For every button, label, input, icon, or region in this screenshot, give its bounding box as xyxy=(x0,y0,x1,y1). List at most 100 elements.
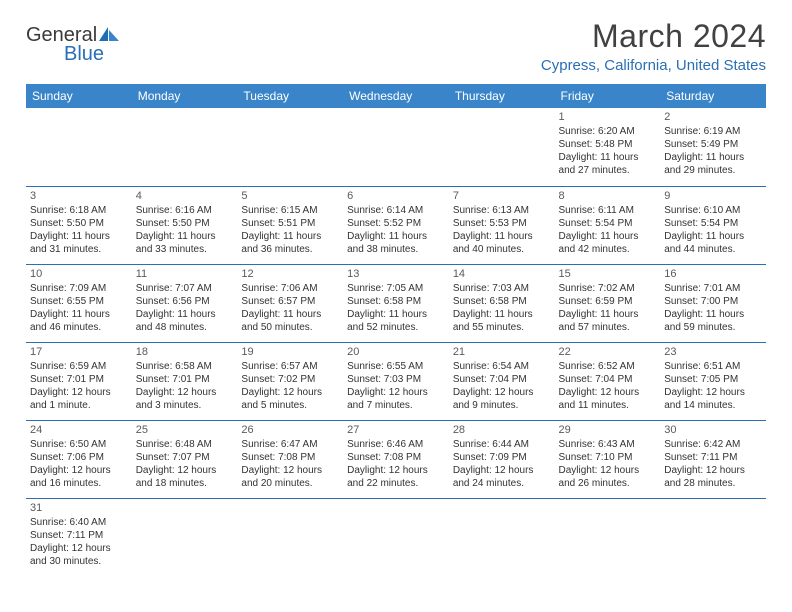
sunset-text: Sunset: 7:08 PM xyxy=(347,451,445,464)
calendar-cell: 17Sunrise: 6:59 AMSunset: 7:01 PMDayligh… xyxy=(26,342,132,420)
sunset-text: Sunset: 6:56 PM xyxy=(136,295,234,308)
calendar-cell: 22Sunrise: 6:52 AMSunset: 7:04 PMDayligh… xyxy=(555,342,661,420)
sunrise-text: Sunrise: 6:50 AM xyxy=(30,438,128,451)
sunset-text: Sunset: 6:59 PM xyxy=(559,295,657,308)
daylight-text: Daylight: 11 hours xyxy=(453,230,551,243)
daylight-text: and 5 minutes. xyxy=(241,399,339,412)
calendar-cell-empty xyxy=(343,498,449,576)
sunset-text: Sunset: 7:09 PM xyxy=(453,451,551,464)
day-number: 17 xyxy=(30,345,128,359)
daylight-text: and 16 minutes. xyxy=(30,477,128,490)
daylight-text: Daylight: 11 hours xyxy=(559,308,657,321)
sunset-text: Sunset: 5:49 PM xyxy=(664,138,762,151)
daylight-text: and 7 minutes. xyxy=(347,399,445,412)
daylight-text: Daylight: 11 hours xyxy=(559,230,657,243)
day-number: 21 xyxy=(453,345,551,359)
sunset-text: Sunset: 7:10 PM xyxy=(559,451,657,464)
sunset-text: Sunset: 5:53 PM xyxy=(453,217,551,230)
daylight-text: Daylight: 11 hours xyxy=(453,308,551,321)
sunrise-text: Sunrise: 7:09 AM xyxy=(30,282,128,295)
sunset-text: Sunset: 5:54 PM xyxy=(664,217,762,230)
calendar-cell: 29Sunrise: 6:43 AMSunset: 7:10 PMDayligh… xyxy=(555,420,661,498)
sunset-text: Sunset: 5:51 PM xyxy=(241,217,339,230)
calendar-cell-empty xyxy=(237,498,343,576)
sunset-text: Sunset: 7:07 PM xyxy=(136,451,234,464)
sunset-text: Sunset: 5:50 PM xyxy=(30,217,128,230)
sunrise-text: Sunrise: 6:46 AM xyxy=(347,438,445,451)
day-number: 18 xyxy=(136,345,234,359)
calendar-row: 24Sunrise: 6:50 AMSunset: 7:06 PMDayligh… xyxy=(26,420,766,498)
sunset-text: Sunset: 7:04 PM xyxy=(453,373,551,386)
sunrise-text: Sunrise: 7:07 AM xyxy=(136,282,234,295)
calendar-cell-empty xyxy=(449,498,555,576)
day-number: 9 xyxy=(664,189,762,203)
sunrise-text: Sunrise: 6:43 AM xyxy=(559,438,657,451)
sunrise-text: Sunrise: 6:18 AM xyxy=(30,204,128,217)
day-number: 25 xyxy=(136,423,234,437)
daylight-text: Daylight: 12 hours xyxy=(347,386,445,399)
calendar-cell: 6Sunrise: 6:14 AMSunset: 5:52 PMDaylight… xyxy=(343,186,449,264)
day-header: Friday xyxy=(555,84,661,108)
sunrise-text: Sunrise: 6:57 AM xyxy=(241,360,339,373)
calendar-cell-empty xyxy=(237,108,343,186)
day-number: 28 xyxy=(453,423,551,437)
calendar-cell: 23Sunrise: 6:51 AMSunset: 7:05 PMDayligh… xyxy=(660,342,766,420)
sunrise-text: Sunrise: 6:51 AM xyxy=(664,360,762,373)
day-number: 5 xyxy=(241,189,339,203)
daylight-text: and 50 minutes. xyxy=(241,321,339,334)
daylight-text: and 30 minutes. xyxy=(30,555,128,568)
sunset-text: Sunset: 6:55 PM xyxy=(30,295,128,308)
daylight-text: and 52 minutes. xyxy=(347,321,445,334)
daylight-text: Daylight: 11 hours xyxy=(347,308,445,321)
daylight-text: Daylight: 11 hours xyxy=(664,230,762,243)
sunrise-text: Sunrise: 6:44 AM xyxy=(453,438,551,451)
daylight-text: and 28 minutes. xyxy=(664,477,762,490)
day-number: 24 xyxy=(30,423,128,437)
daylight-text: and 9 minutes. xyxy=(453,399,551,412)
calendar-cell: 31Sunrise: 6:40 AMSunset: 7:11 PMDayligh… xyxy=(26,498,132,576)
day-number: 3 xyxy=(30,189,128,203)
daylight-text: Daylight: 12 hours xyxy=(30,542,128,555)
daylight-text: Daylight: 12 hours xyxy=(347,464,445,477)
daylight-text: and 57 minutes. xyxy=(559,321,657,334)
daylight-text: and 29 minutes. xyxy=(664,164,762,177)
day-number: 4 xyxy=(136,189,234,203)
daylight-text: Daylight: 11 hours xyxy=(664,308,762,321)
calendar-row: 3Sunrise: 6:18 AMSunset: 5:50 PMDaylight… xyxy=(26,186,766,264)
sunrise-text: Sunrise: 6:16 AM xyxy=(136,204,234,217)
sunrise-text: Sunrise: 6:20 AM xyxy=(559,125,657,138)
day-number: 6 xyxy=(347,189,445,203)
calendar-table: SundayMondayTuesdayWednesdayThursdayFrid… xyxy=(26,84,766,576)
daylight-text: Daylight: 12 hours xyxy=(559,464,657,477)
sunrise-text: Sunrise: 6:13 AM xyxy=(453,204,551,217)
day-number: 16 xyxy=(664,267,762,281)
calendar-cell: 24Sunrise: 6:50 AMSunset: 7:06 PMDayligh… xyxy=(26,420,132,498)
daylight-text: Daylight: 11 hours xyxy=(241,230,339,243)
daylight-text: and 36 minutes. xyxy=(241,243,339,256)
day-number: 26 xyxy=(241,423,339,437)
day-number: 27 xyxy=(347,423,445,437)
daylight-text: and 27 minutes. xyxy=(559,164,657,177)
daylight-text: and 55 minutes. xyxy=(453,321,551,334)
calendar-cell-empty xyxy=(343,108,449,186)
day-header: Monday xyxy=(132,84,238,108)
daylight-text: and 1 minute. xyxy=(30,399,128,412)
calendar-cell: 28Sunrise: 6:44 AMSunset: 7:09 PMDayligh… xyxy=(449,420,555,498)
calendar-cell-empty xyxy=(449,108,555,186)
sunset-text: Sunset: 6:58 PM xyxy=(453,295,551,308)
calendar-cell: 26Sunrise: 6:47 AMSunset: 7:08 PMDayligh… xyxy=(237,420,343,498)
daylight-text: Daylight: 11 hours xyxy=(559,151,657,164)
sunrise-text: Sunrise: 7:03 AM xyxy=(453,282,551,295)
sunrise-text: Sunrise: 6:42 AM xyxy=(664,438,762,451)
daylight-text: Daylight: 11 hours xyxy=(664,151,762,164)
calendar-cell: 19Sunrise: 6:57 AMSunset: 7:02 PMDayligh… xyxy=(237,342,343,420)
sunset-text: Sunset: 6:57 PM xyxy=(241,295,339,308)
calendar-cell: 20Sunrise: 6:55 AMSunset: 7:03 PMDayligh… xyxy=(343,342,449,420)
sunrise-text: Sunrise: 6:58 AM xyxy=(136,360,234,373)
day-number: 29 xyxy=(559,423,657,437)
calendar-cell: 11Sunrise: 7:07 AMSunset: 6:56 PMDayligh… xyxy=(132,264,238,342)
page-title: March 2024 xyxy=(541,18,766,55)
day-number: 11 xyxy=(136,267,234,281)
sunset-text: Sunset: 5:50 PM xyxy=(136,217,234,230)
daylight-text: Daylight: 12 hours xyxy=(30,464,128,477)
